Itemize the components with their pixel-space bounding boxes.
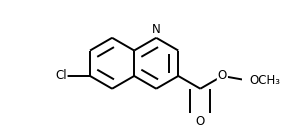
- Text: N: N: [152, 23, 161, 36]
- Text: O: O: [196, 115, 205, 128]
- Text: Cl: Cl: [55, 69, 67, 83]
- Text: OCH₃: OCH₃: [249, 74, 280, 87]
- Text: O: O: [218, 69, 227, 83]
